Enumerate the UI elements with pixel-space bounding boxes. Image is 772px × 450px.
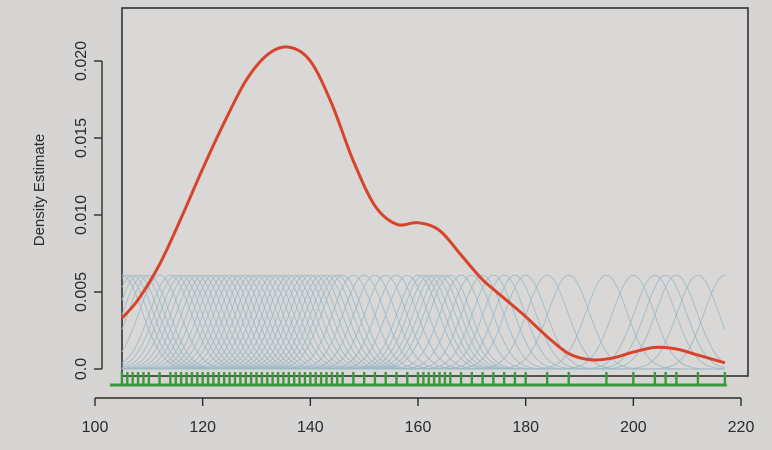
- y-tick-label-0: 0.0: [73, 358, 90, 380]
- y-tick-label-3: 0.015: [73, 118, 90, 158]
- y-tick-label-1: 0.005: [73, 272, 90, 312]
- y-axis-title: Density Estimate: [31, 134, 48, 247]
- y-tick-label-2: 0.010: [73, 195, 90, 235]
- density-line: [120, 45, 726, 365]
- kernel-bumps: [121, 274, 726, 370]
- kernel-curve-68: [121, 274, 726, 370]
- plot-panel: [121, 7, 749, 377]
- x-tick-label-0: 100: [82, 419, 109, 436]
- rug-marks: [109, 372, 727, 387]
- x-tick-label-3: 160: [405, 419, 432, 436]
- axes: 100 120 140 160 180 200 220 0.0 0.005 0.010 0.015 0…: [73, 41, 754, 436]
- density-curve: [120, 45, 726, 365]
- y-tick-label-4: 0.020: [73, 41, 90, 81]
- x-tick-label-6: 220: [728, 419, 755, 436]
- x-tick-label-2: 140: [297, 419, 324, 436]
- x-tick-label-1: 120: [189, 419, 216, 436]
- x-tick-label-5: 200: [620, 419, 647, 436]
- x-tick-label-4: 180: [512, 419, 539, 436]
